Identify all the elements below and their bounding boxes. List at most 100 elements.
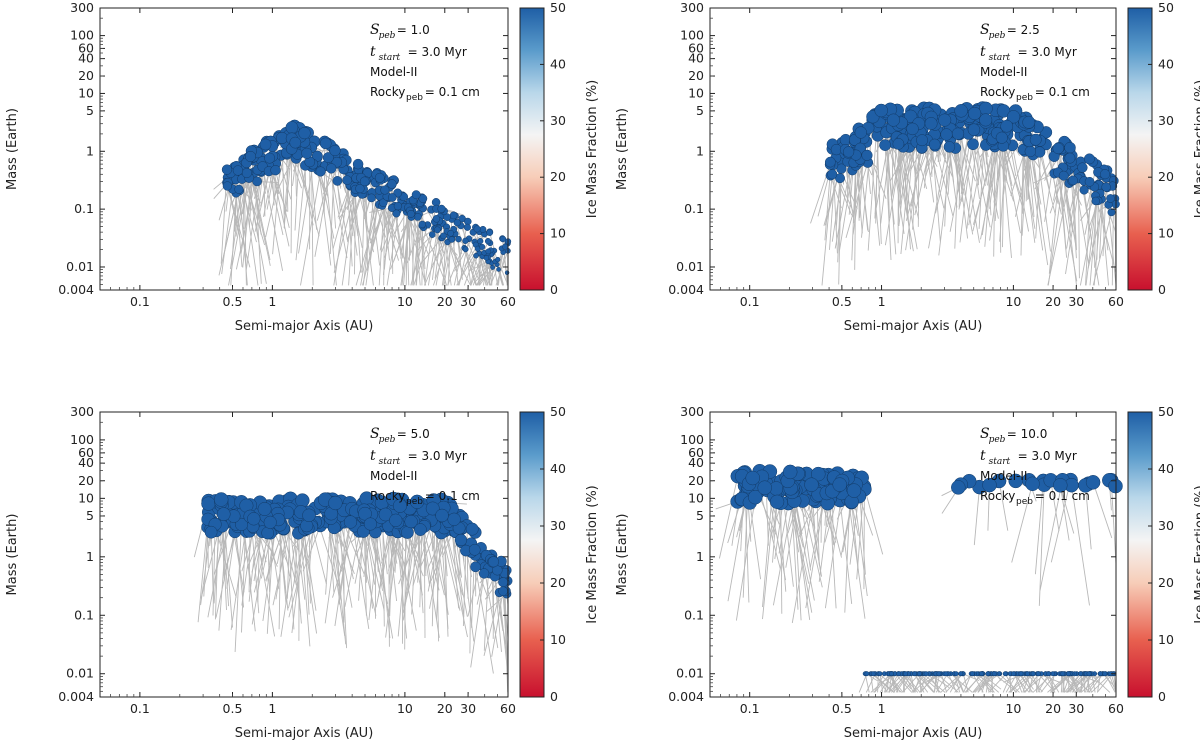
y-tick-label: 10 (688, 490, 704, 505)
planet-point (404, 514, 418, 529)
growth-track (354, 186, 362, 273)
x-tick-label: 1 (268, 701, 276, 716)
growth-track (1028, 673, 1034, 693)
growth-track (920, 673, 927, 693)
pebble-scaling-label-value: = 1.0 (397, 23, 430, 37)
start-time-label-value: = 3.0 Myr (1018, 45, 1077, 59)
y-tick-label: 0.1 (684, 201, 704, 216)
y-tick-label: 60 (688, 40, 704, 55)
planet-point (1058, 170, 1069, 181)
planet-point (380, 185, 390, 195)
colorbar-tick-label: 10 (1158, 226, 1174, 241)
colorbar: 0 10 20 30 40 50 Ice Mass Fraction (%) (1127, 404, 1200, 704)
growth-track (397, 531, 417, 631)
planet-point (896, 671, 902, 677)
y-tick-label: 40 (78, 51, 94, 66)
planet-point (824, 156, 836, 168)
growth-track (422, 525, 440, 591)
growth-track (965, 673, 982, 693)
y-tick-label: 40 (78, 455, 94, 470)
planet-point (874, 103, 888, 118)
x-tick-label: 10 (1005, 294, 1021, 309)
growth-track (893, 142, 914, 252)
y-tick-label: 0.01 (676, 259, 704, 274)
x-tick-label: 60 (1108, 294, 1124, 309)
growth-track (294, 153, 300, 231)
planet-point (1053, 478, 1068, 493)
planet-point (877, 671, 883, 677)
y-tick-label: 0.004 (58, 282, 94, 297)
growth-track (1060, 673, 1064, 693)
growth-track (1095, 195, 1117, 273)
growth-track (1086, 673, 1101, 693)
planet-point (352, 158, 364, 170)
y-tick-label: 20 (688, 473, 704, 488)
growth-track (749, 502, 762, 580)
planet-point (916, 671, 922, 677)
planet-point (978, 671, 984, 677)
planet-point (455, 235, 462, 243)
planet-point (940, 128, 953, 141)
growth-track (884, 143, 903, 246)
y-tick-label: 300 (70, 0, 94, 15)
planet-point (319, 137, 332, 150)
planet-points (201, 491, 513, 599)
growth-track (223, 514, 233, 628)
colorbar-label: Ice Mass Fraction (%) (1193, 80, 1200, 219)
pebble-scaling-label: S (370, 426, 380, 442)
colorbar-gradient (1127, 411, 1153, 698)
growth-track (452, 235, 459, 286)
y-tick-label: 10 (78, 490, 94, 505)
growth-track (780, 502, 783, 614)
growth-track (466, 525, 469, 599)
growth-track (254, 170, 271, 232)
planet-point (495, 256, 501, 263)
growth-track (1000, 137, 1012, 258)
planet-point (1068, 175, 1078, 186)
growth-track (1068, 673, 1091, 693)
start-time-label: t (980, 44, 986, 60)
planet-point (879, 139, 891, 151)
planet-point (827, 169, 838, 180)
y-axis-label: Mass (Earth) (5, 108, 20, 190)
planet-point (757, 480, 772, 495)
planet-point (479, 225, 487, 233)
planet-point (264, 152, 276, 164)
growth-track (1039, 480, 1063, 591)
colorbar-tick-label: 0 (550, 689, 558, 704)
growth-track (419, 237, 442, 266)
growth-track (920, 673, 936, 693)
growth-track (200, 528, 212, 606)
growth-track (905, 140, 928, 222)
planet-point (499, 235, 507, 243)
planet-point (953, 671, 959, 677)
growth-track (333, 527, 347, 645)
growth-track (821, 174, 833, 286)
colorbar-tick-label: 40 (1158, 461, 1174, 476)
y-tick-label: 60 (78, 40, 94, 55)
colorbar-tick-label: 30 (550, 113, 566, 128)
planet-point (1078, 671, 1084, 677)
growth-track (980, 673, 1002, 690)
x-tick-label: 0.1 (130, 701, 150, 716)
y-tick-label: 60 (688, 445, 704, 460)
growth-track (862, 137, 887, 199)
planet-point (392, 209, 401, 218)
x-tick-label: 20 (437, 294, 453, 309)
plot-border (99, 7, 509, 291)
growth-track (902, 673, 920, 693)
rocky-pebble-label-value: = 0.1 cm (425, 489, 480, 503)
growth-track (400, 208, 409, 259)
growth-track (1047, 175, 1065, 286)
growth-track (915, 673, 935, 693)
planet-point (903, 671, 909, 677)
growth-track (934, 144, 954, 217)
pebble-scaling-label-value: = 5.0 (397, 427, 430, 441)
growth-track (895, 673, 910, 693)
planet-point (967, 106, 982, 121)
planet-point (462, 237, 469, 244)
growth-track (1024, 673, 1040, 693)
pebble-scaling-label: S (980, 426, 990, 442)
planet-point (1046, 671, 1052, 677)
